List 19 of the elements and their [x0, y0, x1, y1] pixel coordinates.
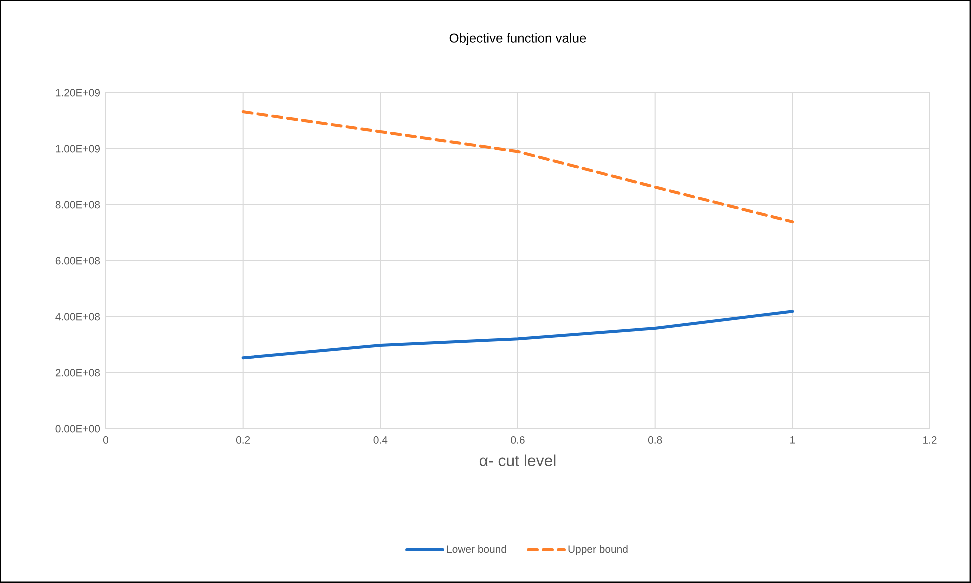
y-tick-label: 2.00E+08 — [56, 369, 100, 377]
legend-label: Lower bound — [447, 545, 506, 554]
y-tick-label: 6.00E+08 — [56, 257, 100, 265]
x-tick-label: 1 — [790, 436, 796, 444]
legend-label: Upper bound — [568, 545, 628, 556]
x-tick-label: 0.4 — [374, 436, 388, 444]
x-tick-label: 0 — [104, 436, 109, 444]
y-tick-label: 8.00E+08 — [56, 201, 100, 209]
x-tick-label: 0.8 — [648, 436, 662, 444]
y-tick-label: 4.00E+08 — [56, 313, 100, 321]
y-tick-label: 1.00E+09 — [56, 145, 100, 153]
x-tick-label: 0.6 — [511, 436, 525, 444]
y-tick-label: 1.20E+09 — [56, 89, 100, 97]
chart-title: Objective function value — [450, 33, 586, 46]
x-tick-label: 0.2 — [236, 436, 250, 444]
y-tick-label: 0.00E+00 — [56, 425, 100, 433]
x-axis-title: α- cut level — [480, 454, 556, 466]
x-tick-label: 1.2 — [924, 436, 937, 444]
line-series — [242, 310, 794, 360]
